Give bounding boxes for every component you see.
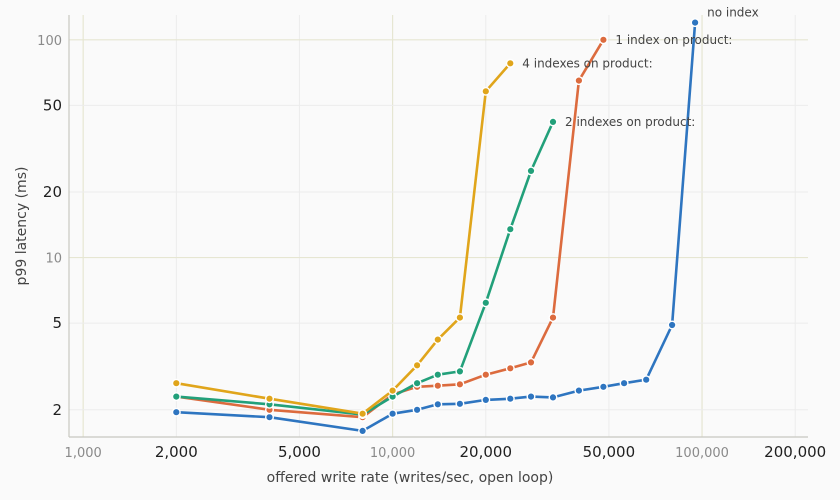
- series-3: [171, 58, 515, 419]
- data-point: [598, 35, 608, 45]
- data-point: [548, 117, 558, 127]
- data-point: [505, 363, 515, 373]
- data-point: [619, 378, 629, 388]
- data-point: [667, 320, 677, 330]
- x-tick-label: 2,000: [155, 443, 198, 461]
- data-point: [358, 409, 368, 419]
- data-point: [526, 392, 536, 402]
- data-point: [455, 399, 465, 409]
- y-tick-labels: 2 5 10 20 50 100: [37, 34, 62, 419]
- axes: [68, 15, 808, 438]
- data-point: [388, 409, 398, 419]
- data-point: [690, 18, 700, 28]
- data-point: [455, 379, 465, 389]
- data-point: [505, 58, 515, 68]
- data-point: [505, 394, 515, 404]
- data-point: [481, 86, 491, 96]
- series-label: 2 indexes on product:: [565, 115, 695, 129]
- data-point: [505, 224, 515, 234]
- series-label: no index: [707, 6, 759, 20]
- y-tick-label: 20: [43, 183, 62, 201]
- data-point: [412, 378, 422, 388]
- data-point: [433, 370, 443, 380]
- x-tick-label: 1,000: [65, 446, 102, 461]
- data-point: [433, 381, 443, 391]
- data-point: [433, 399, 443, 409]
- data-point: [526, 166, 536, 176]
- data-point: [433, 335, 443, 345]
- data-point: [641, 375, 651, 385]
- y-axis-label: p99 latency (ms): [14, 167, 30, 286]
- data-point: [598, 382, 608, 392]
- series-label: 1 index on product:: [615, 33, 732, 47]
- grid-lines: [69, 15, 808, 437]
- data-point: [481, 395, 491, 405]
- x-tick-label: 5,000: [278, 443, 321, 461]
- data-point: [171, 407, 181, 417]
- y-tick-label: 2: [52, 401, 62, 419]
- data-point: [526, 357, 536, 367]
- data-point: [412, 360, 422, 370]
- data-point: [358, 426, 368, 436]
- data-point: [265, 394, 275, 404]
- x-tick-labels: 1,000 2,000 5,000 10,000 20,000 50,000 100,000…: [65, 443, 827, 461]
- x-tick-label: 50,000: [583, 443, 636, 461]
- data-point: [481, 298, 491, 308]
- data-point: [455, 366, 465, 376]
- data-point: [548, 313, 558, 323]
- data-point: [574, 386, 584, 396]
- data-point: [548, 392, 558, 402]
- data-point: [574, 76, 584, 86]
- data-point: [171, 392, 181, 402]
- x-axis-label: offered write rate (writes/sec, open loo…: [267, 470, 554, 486]
- data-point: [265, 412, 275, 422]
- data-point: [171, 378, 181, 388]
- y-tick-label: 10: [45, 252, 62, 267]
- x-tick-label: 100,000: [675, 446, 729, 461]
- x-tick-label: 200,000: [764, 443, 826, 461]
- y-tick-label: 5: [52, 314, 62, 332]
- series-labels: no index 1 index on product: 2 indexes on …: [522, 6, 758, 129]
- x-tick-label: 20,000: [460, 443, 513, 461]
- data-point: [481, 370, 491, 380]
- series-group: [171, 18, 700, 436]
- series-label: 4 indexes on product:: [522, 56, 652, 70]
- data-point: [455, 313, 465, 323]
- data-point: [388, 386, 398, 396]
- y-tick-label: 100: [37, 34, 62, 49]
- series-0: [171, 18, 700, 436]
- x-tick-label: 10,000: [370, 446, 416, 461]
- plot-area: [69, 15, 808, 437]
- y-tick-label: 50: [43, 96, 62, 114]
- data-point: [412, 405, 422, 415]
